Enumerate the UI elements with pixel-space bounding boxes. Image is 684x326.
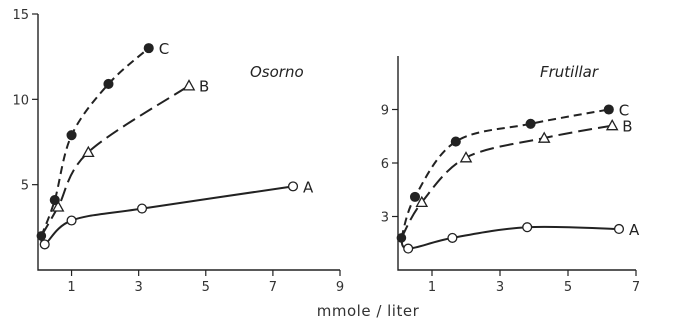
x-axis-label: mmole / liter bbox=[317, 302, 420, 320]
data-point bbox=[49, 194, 60, 206]
series-line-a bbox=[400, 225, 620, 250]
data-point bbox=[522, 222, 533, 233]
series-line-b bbox=[400, 124, 613, 239]
data-point bbox=[182, 79, 196, 91]
series-label-c: C bbox=[619, 102, 629, 120]
data-point bbox=[287, 181, 299, 192]
x-tick-label: 7 bbox=[632, 280, 640, 295]
data-point bbox=[447, 232, 458, 243]
series-label-a: A bbox=[629, 221, 640, 239]
y-tick-label: 3 bbox=[381, 211, 389, 226]
x-tick-label: 1 bbox=[67, 280, 75, 295]
y-tick-label: 6 bbox=[381, 157, 389, 172]
data-point bbox=[613, 223, 625, 235]
data-point bbox=[537, 131, 551, 143]
data-point bbox=[459, 151, 473, 163]
x-tick-label: 3 bbox=[496, 280, 504, 295]
y-tick-label: 10 bbox=[12, 93, 29, 108]
series-label-c: C bbox=[159, 40, 169, 58]
data-point bbox=[103, 78, 114, 90]
data-point bbox=[36, 231, 47, 241]
osorno-panel: 1 3 5 7 9 5 10 15 Osorno A B C bbox=[12, 8, 344, 295]
panel-title: Frutillar bbox=[540, 63, 599, 81]
data-point bbox=[403, 243, 414, 254]
data-point bbox=[409, 191, 421, 202]
data-point bbox=[66, 215, 77, 226]
y-tick-label: 15 bbox=[12, 8, 29, 23]
series-line-a bbox=[40, 185, 294, 246]
x-tick-label: 5 bbox=[564, 280, 572, 295]
data-point bbox=[136, 203, 148, 214]
axis-lines bbox=[397, 56, 636, 271]
data-point bbox=[51, 200, 65, 212]
x-tick-label: 5 bbox=[202, 280, 210, 295]
y-tick-label: 5 bbox=[21, 179, 29, 194]
data-point bbox=[143, 43, 154, 54]
data-point bbox=[525, 118, 536, 129]
data-point bbox=[603, 104, 614, 115]
series-label-b: B bbox=[199, 78, 209, 96]
panel-title: Osorno bbox=[250, 63, 304, 81]
x-tick-label: 9 bbox=[336, 280, 344, 295]
series-line-c bbox=[400, 108, 609, 239]
data-point bbox=[450, 136, 461, 147]
data-point bbox=[415, 195, 429, 208]
axis-lines bbox=[37, 14, 340, 271]
data-point bbox=[39, 239, 50, 250]
data-point bbox=[396, 233, 407, 243]
frutillar-panel: 1 3 5 7 3 6 9 Frutillar A BC bbox=[381, 56, 640, 295]
data-point bbox=[66, 130, 77, 141]
x-tick-label: 1 bbox=[428, 280, 436, 295]
series-label-b: B bbox=[622, 118, 632, 136]
x-tick-label: 7 bbox=[269, 280, 277, 295]
y-tick-label: 9 bbox=[381, 104, 389, 119]
data-point bbox=[605, 119, 619, 131]
data-point bbox=[82, 145, 95, 158]
series-label-a: A bbox=[303, 178, 314, 196]
x-tick-label: 3 bbox=[135, 280, 143, 295]
